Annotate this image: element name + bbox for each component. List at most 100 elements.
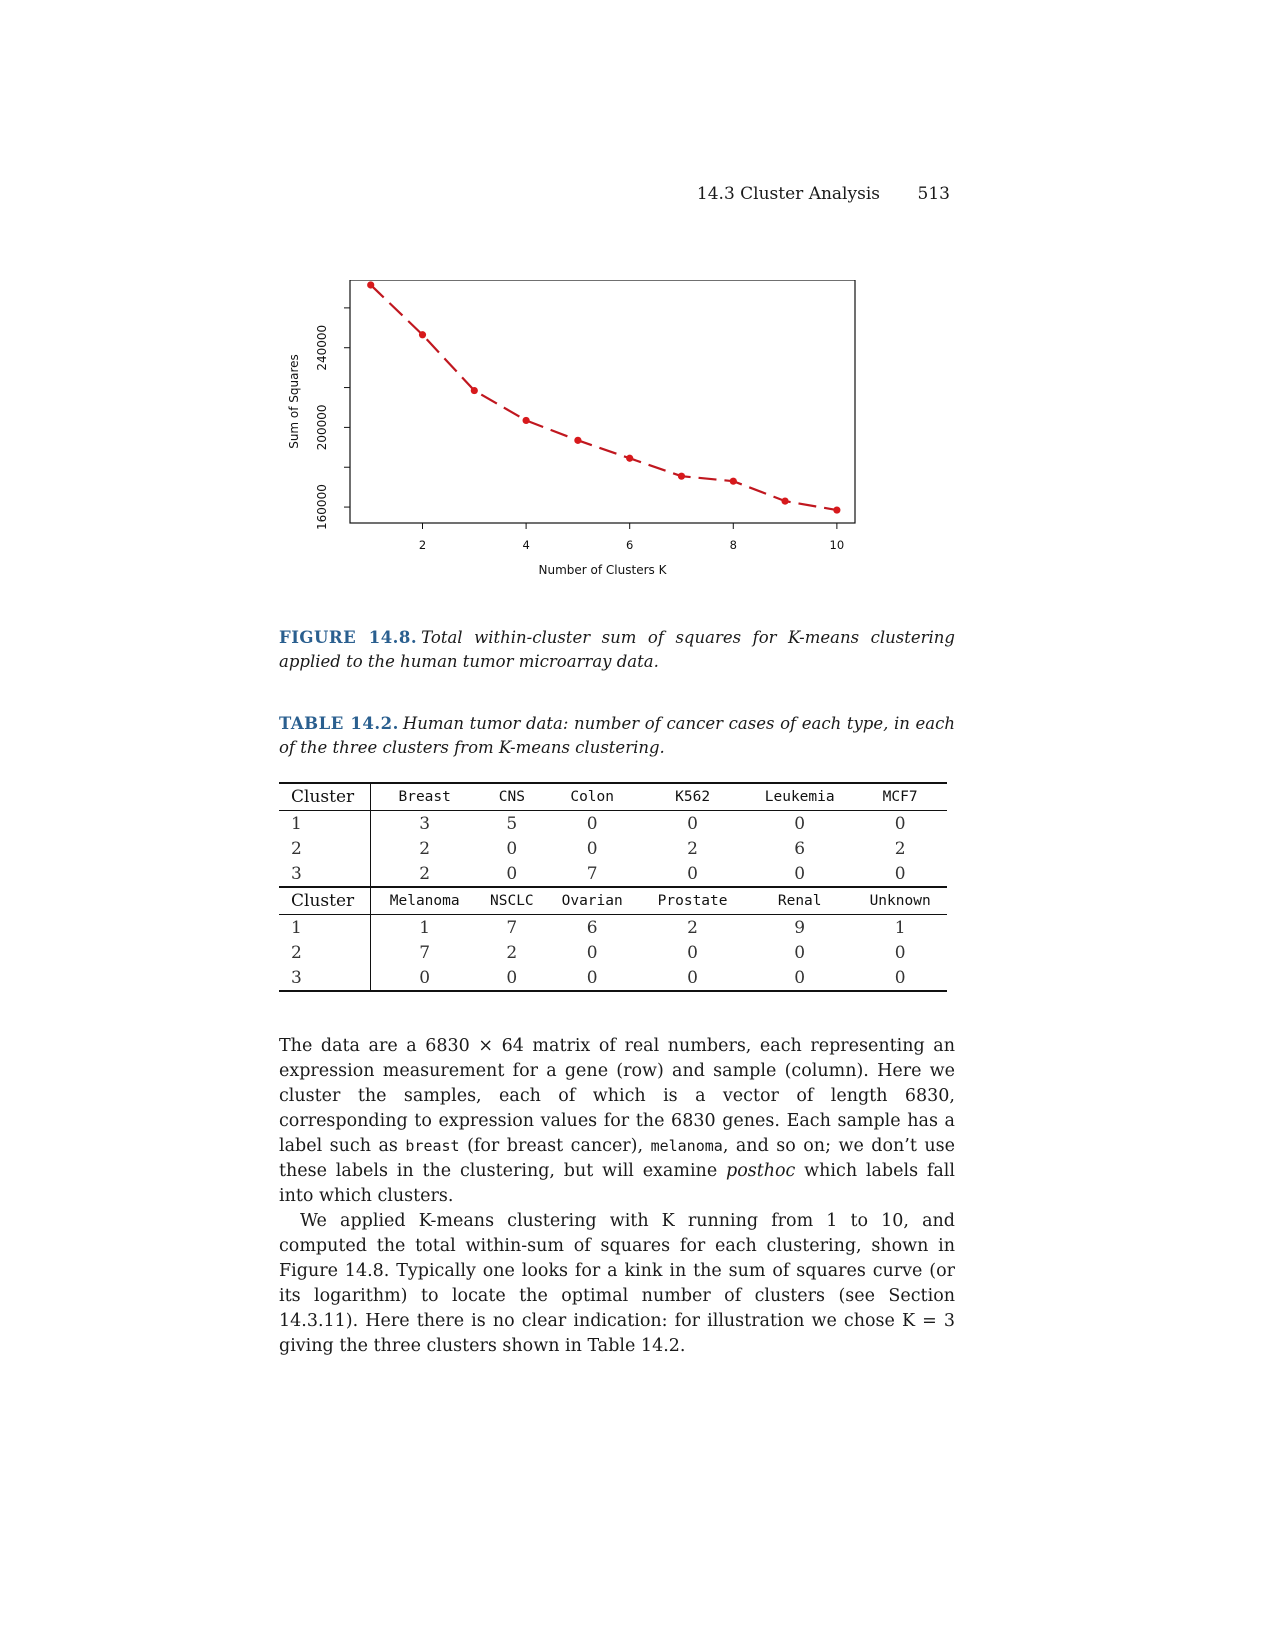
table-cell: 5	[506, 813, 518, 834]
table-cell: 2	[687, 838, 698, 859]
table-cell: 2	[687, 917, 698, 938]
table-cell: 6	[794, 838, 806, 859]
table-header-cell: Renal	[746, 886, 854, 915]
figure-label: FIGURE 14.8.	[279, 628, 418, 647]
body-text: The data are a 6830 × 64 matrix of real …	[279, 1034, 955, 1359]
table-cell: 0	[894, 942, 906, 963]
table-cell: 7	[586, 863, 598, 884]
table-cell: 0	[746, 965, 854, 992]
data-point	[626, 454, 634, 462]
table-cell: 7	[506, 917, 518, 938]
table-header-cell: Breast	[370, 782, 479, 811]
table-header-cell: Prostate	[639, 886, 747, 915]
table-row: 3 2 0 7 0 0 0	[279, 861, 947, 887]
table-row: 2 2 0 0 2 6 2	[279, 836, 947, 861]
data-point	[418, 331, 427, 339]
p1-text-c: , and so on; we don’t use these labels i…	[279, 1136, 955, 1181]
table-cell: 0	[639, 965, 747, 992]
table-cell: 2	[279, 940, 371, 965]
data-point	[729, 477, 737, 485]
x-tick-label: 2	[419, 538, 426, 552]
table-header-cell: Unknown	[853, 886, 947, 915]
tumor-cluster-table: Cluster Breast CNS Colon K562 Leukemia MCF7 1 3 5…	[279, 782, 947, 992]
x-tick-label: 6	[626, 538, 633, 552]
table-header-cell: K562	[639, 782, 747, 811]
table-cell: 0	[687, 813, 698, 834]
table-cell: 0	[687, 863, 698, 884]
table-cell: 0	[687, 942, 698, 963]
table-cell: 1	[279, 810, 371, 836]
table-header-cell: MCF7	[853, 782, 947, 811]
table-cell: 2	[279, 836, 371, 861]
code-melanoma: melanoma	[650, 1137, 723, 1155]
table-cell: 0	[794, 863, 806, 884]
table-cell: 0	[545, 965, 640, 992]
table-cell: 0	[794, 813, 806, 834]
table-cell: 1	[894, 917, 906, 938]
p1-text-a: The data are a 6830 × 64 matrix of real …	[279, 1036, 955, 1156]
table-cell: 6	[586, 917, 598, 938]
table-cell: 0	[370, 965, 479, 992]
table-cell: 0	[506, 838, 518, 859]
table-header-cell: Cluster	[279, 782, 371, 811]
table-cell: 3	[419, 813, 431, 834]
data-point	[470, 386, 478, 395]
table-label: TABLE 14.2.	[279, 714, 399, 733]
x-axis-label: Number of Clusters K	[539, 563, 668, 577]
figure-caption: FIGURE 14.8. Total within-cluster sum of …	[279, 626, 955, 674]
table-header-cell: Leukemia	[746, 782, 854, 811]
data-point	[522, 416, 530, 425]
table-header-cell: Ovarian	[545, 886, 640, 915]
table-cell: 0	[894, 813, 906, 834]
table-cell: 9	[794, 917, 806, 938]
p1-emphasis: posthoc	[726, 1161, 796, 1181]
data-point	[367, 281, 375, 289]
plot-frame	[349, 280, 856, 524]
x-tick-label: 8	[730, 538, 737, 552]
data-point	[833, 506, 841, 514]
table-row: 1 3 5 0 0 0 0	[279, 810, 947, 836]
figure-caption-text: Total within-cluster sum of squares for …	[279, 628, 955, 671]
table-cell: 3	[279, 861, 371, 887]
table-cell: 0	[853, 965, 947, 992]
x-tick-label: 4	[522, 538, 529, 552]
data-point	[574, 436, 582, 444]
x-tick-label: 10	[830, 538, 845, 552]
table-cell: 2	[419, 838, 431, 859]
table-cell: 0	[506, 863, 518, 884]
y-tick-label: 240000	[315, 325, 329, 371]
table-cell: 0	[894, 863, 906, 884]
table-cell: 0	[586, 813, 598, 834]
y-tick-label: 160000	[315, 484, 329, 530]
table-caption: TABLE 14.2. Human tumor data: number of c…	[279, 712, 955, 760]
table-cell: 0	[478, 965, 546, 992]
table-header-cell: Cluster	[279, 886, 371, 915]
table-cell: 2	[894, 838, 906, 859]
table-row: 2 7 2 0 0 0 0	[279, 940, 947, 965]
p1-text-b: (for breast cancer),	[459, 1136, 651, 1156]
table-caption-text: Human tumor data: number of cancer cases…	[279, 714, 955, 757]
page-number: 513	[917, 184, 950, 204]
kmeans-sum-of-squares-chart: 2 4 6 8 10 160000 200000 240000 Number of Cluste…	[287, 280, 856, 577]
table-header-row: Cluster Breast CNS Colon K562 Leukemia MCF7	[279, 782, 947, 811]
table-cell: 1	[279, 914, 371, 940]
paragraph-1: The data are a 6830 × 64 matrix of real …	[279, 1034, 955, 1209]
paragraph-2: We applied K-means clustering with K run…	[279, 1211, 955, 1356]
y-tick-label: 200000	[315, 404, 329, 450]
table-row: 1 1 7 6 2 9 1	[279, 914, 947, 940]
table-header-cell: NSCLC	[478, 886, 546, 915]
table-cell: 2	[419, 863, 431, 884]
table-header-cell: Melanoma	[370, 886, 479, 915]
header-section-title: 14.3 Cluster Analysis	[696, 184, 880, 204]
code-breast: breast	[405, 1137, 460, 1155]
data-point	[781, 497, 789, 505]
p1-text-d: which labels fall into which clusters.	[279, 1161, 955, 1206]
series-line	[369, 284, 838, 512]
table-header-row: Cluster Melanoma NSCLC Ovarian Prostate Renal…	[279, 886, 947, 915]
table-header-cell: Colon	[545, 782, 640, 811]
y-axis-label: Sum of Squares	[287, 354, 301, 449]
table-cell: 0	[586, 838, 598, 859]
running-header: 14.3 Cluster Analysis 513	[640, 184, 950, 208]
data-point	[677, 472, 686, 480]
